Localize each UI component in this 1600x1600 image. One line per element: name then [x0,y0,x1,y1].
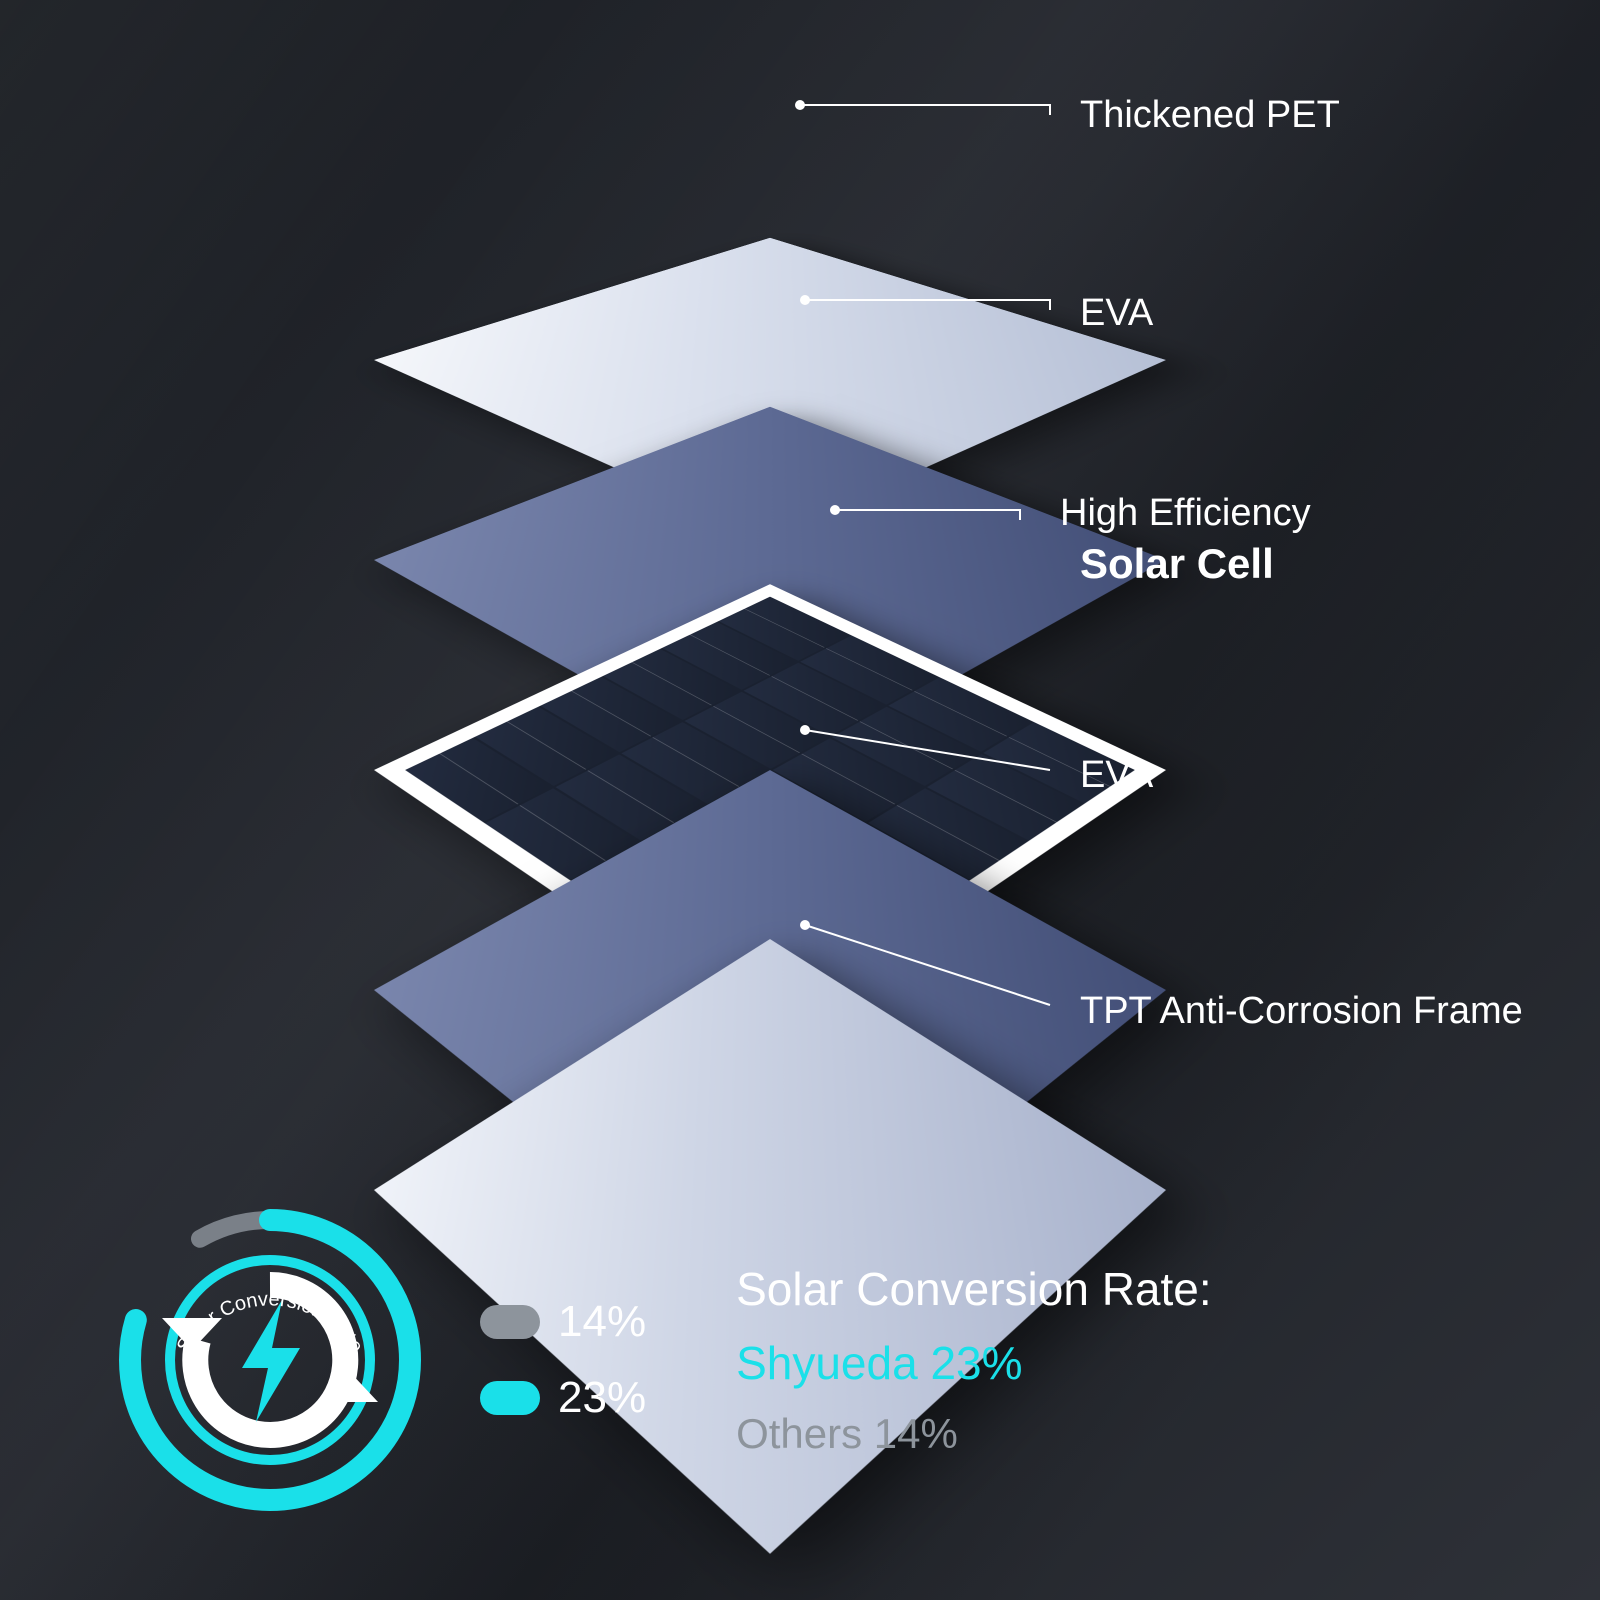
conversion-text: Solar Conversion Rate: Shyueda 23% Other… [736,1262,1212,1458]
conversion-others-line: Others 14% [736,1410,1212,1458]
legend-brand: 23% [480,1373,646,1423]
conversion-gauge: Solar Conversion Rate [110,1200,430,1520]
conversion-block: Solar Conversion Rate 14% 23% Solar Conv… [110,1200,1212,1520]
legend-pill-gray [480,1305,540,1339]
conversion-legend: 14% 23% [480,1297,646,1423]
legend-others: 14% [480,1297,646,1347]
conversion-brand-line: Shyueda 23% [736,1336,1212,1390]
exploded-diagram [420,80,1120,1080]
legend-pill-cyan [480,1381,540,1415]
conversion-title: Solar Conversion Rate: [736,1262,1212,1316]
